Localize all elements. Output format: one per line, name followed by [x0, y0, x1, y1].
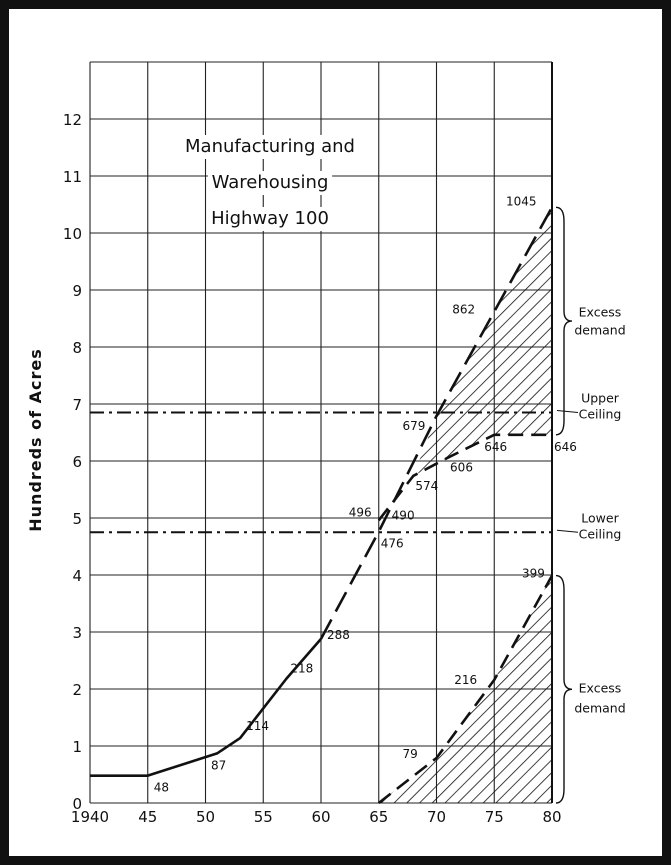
y-axis-title: Hundreds of Acres	[26, 348, 45, 532]
title-background	[207, 207, 333, 231]
x-tick-label: 75	[485, 808, 504, 826]
y-tick-label: 6	[72, 453, 82, 471]
hatched-region-lower	[378, 575, 552, 803]
excess-demand-brace-upper	[555, 206, 573, 436]
y-tick-label: 9	[72, 282, 82, 300]
data-label: 288	[327, 628, 350, 642]
excess-demand-label: Excess	[579, 681, 622, 696]
excess-demand-label: demand	[574, 701, 625, 716]
excess-demand-label: demand	[574, 323, 625, 338]
x-tick-label: 1940	[71, 808, 109, 826]
ceiling-pointer-1	[556, 529, 579, 533]
chart-title-line: Manufacturing and	[185, 136, 355, 157]
hatched-region-upper	[413, 207, 552, 476]
y-tick-label: 3	[72, 624, 82, 642]
data-label: 87	[211, 758, 226, 772]
data-label: 48	[154, 781, 169, 795]
data-label: 1045	[506, 194, 537, 208]
data-label: 646	[484, 440, 507, 454]
chart-title-line: Warehousing	[212, 172, 329, 193]
x-tick-label: 55	[254, 808, 273, 826]
y-tick-label: 0	[72, 795, 82, 813]
ceiling-pointer-0	[556, 410, 579, 414]
x-tick-label: 65	[369, 808, 388, 826]
y-tick-label: 8	[72, 339, 82, 357]
x-tick-label: 80	[542, 808, 561, 826]
data-label: 79	[403, 747, 418, 761]
data-label: 476	[381, 537, 404, 551]
ceiling-label-1: Lower	[581, 510, 619, 525]
data-label: 606	[450, 461, 473, 475]
data-label: 646	[554, 440, 577, 454]
series-line-2	[377, 433, 552, 522]
x-tick-label: 50	[196, 808, 215, 826]
data-label: 679	[403, 419, 426, 433]
y-tick-label: 7	[72, 396, 82, 414]
data-label: 216	[454, 673, 477, 687]
x-tick-label: 45	[138, 808, 157, 826]
data-label: 399	[522, 567, 545, 581]
series-line-3	[377, 574, 554, 805]
y-tick-label: 1	[72, 738, 82, 756]
y-tick-label: 5	[72, 510, 82, 528]
x-tick-label: 60	[311, 808, 330, 826]
y-tick-label: 10	[63, 225, 82, 243]
title-background	[207, 171, 333, 195]
ceiling-label-0: Ceiling	[579, 407, 622, 422]
x-tick-label: 70	[427, 808, 446, 826]
data-label: 496	[349, 505, 372, 519]
data-label: 218	[290, 662, 313, 676]
series-line-0	[90, 637, 322, 777]
excess-demand-label: Excess	[579, 305, 622, 320]
ceiling-label-0: Upper	[581, 391, 620, 406]
data-label: 574	[415, 479, 438, 493]
data-label: 862	[452, 303, 475, 317]
data-label: 114	[246, 719, 269, 733]
data-label: 490	[392, 509, 415, 523]
title-background	[177, 135, 363, 159]
y-tick-label: 11	[63, 168, 82, 186]
y-tick-label: 4	[72, 567, 82, 585]
series-line-1	[319, 206, 554, 640]
chart-title-line: Highway 100	[211, 208, 329, 229]
ceiling-label-1: Ceiling	[579, 526, 622, 541]
y-tick-label: 12	[63, 111, 82, 129]
excess-demand-brace-lower	[555, 574, 573, 804]
y-tick-label: 2	[72, 681, 82, 699]
